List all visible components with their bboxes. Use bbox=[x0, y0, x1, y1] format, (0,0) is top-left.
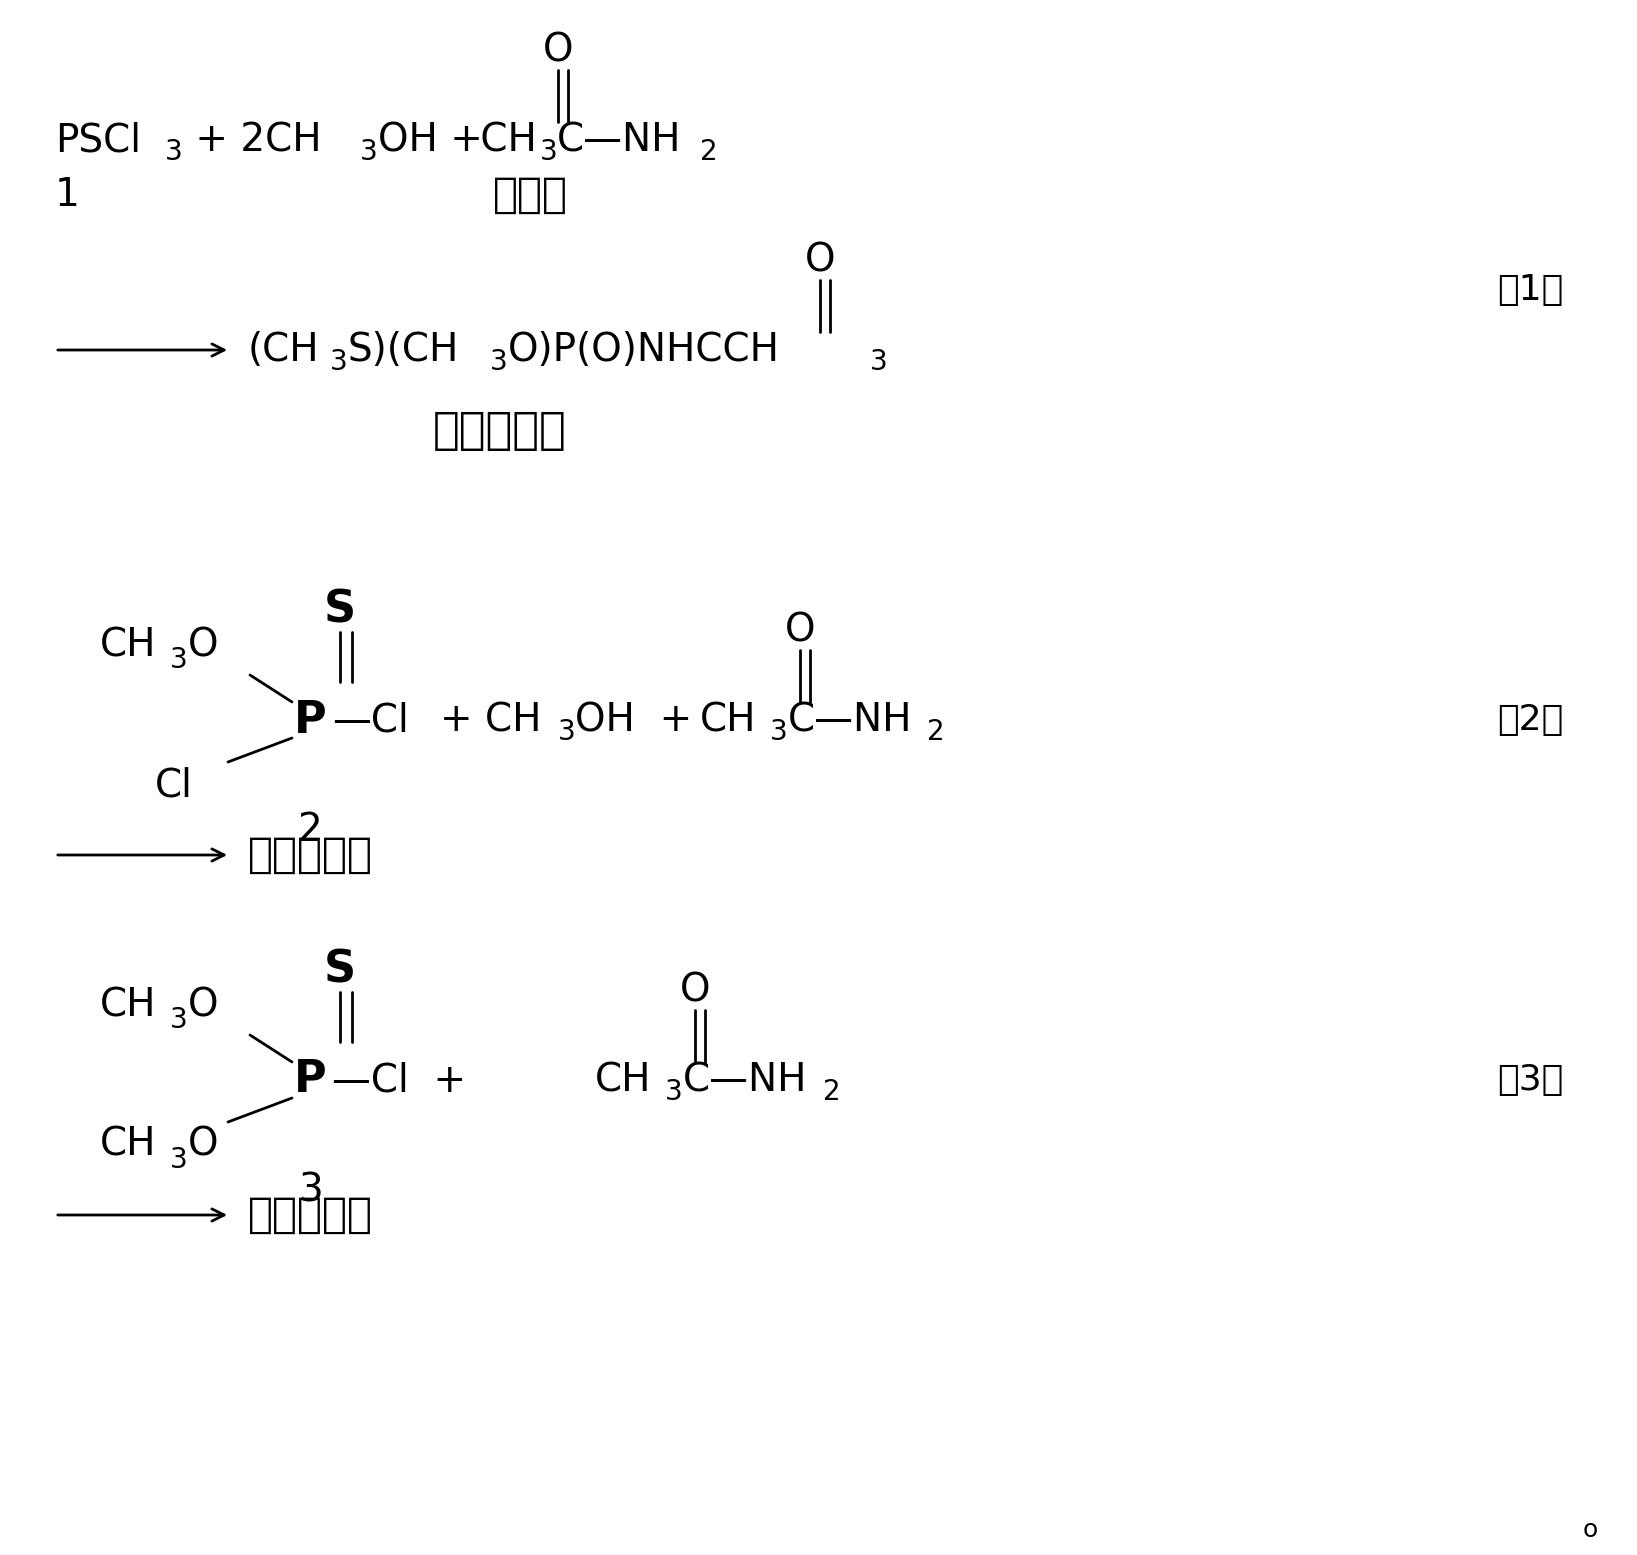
Text: 3: 3 bbox=[170, 1006, 188, 1034]
Text: 3: 3 bbox=[298, 1171, 322, 1208]
Text: O)P(O)NHCCH: O)P(O)NHCCH bbox=[507, 331, 779, 369]
Text: + 2CH: + 2CH bbox=[183, 121, 321, 159]
Text: P: P bbox=[293, 698, 326, 742]
Text: 3: 3 bbox=[165, 138, 183, 166]
Text: （3）: （3） bbox=[1496, 1064, 1563, 1096]
Text: 2: 2 bbox=[298, 812, 322, 849]
Text: O: O bbox=[784, 611, 815, 648]
Text: 3: 3 bbox=[869, 348, 887, 376]
Text: OH  +: OH + bbox=[575, 701, 692, 739]
Text: 乙酰甲胺磷: 乙酰甲胺磷 bbox=[247, 1194, 373, 1236]
Text: 3: 3 bbox=[170, 645, 188, 673]
Text: CH: CH bbox=[100, 627, 157, 664]
Text: 3: 3 bbox=[170, 1146, 188, 1174]
Text: 3: 3 bbox=[540, 138, 558, 166]
Text: —Cl: —Cl bbox=[332, 701, 409, 739]
Text: 乙酰胺: 乙酰胺 bbox=[493, 174, 568, 216]
Text: C—NH: C—NH bbox=[557, 121, 681, 159]
Text: CH: CH bbox=[468, 121, 537, 159]
Text: O: O bbox=[188, 986, 218, 1025]
Text: 2: 2 bbox=[927, 718, 945, 746]
Text: S: S bbox=[324, 588, 357, 631]
Text: CH: CH bbox=[701, 701, 756, 739]
Text: 3: 3 bbox=[331, 348, 347, 376]
Text: S)(CH: S)(CH bbox=[349, 331, 460, 369]
Text: P: P bbox=[293, 1059, 326, 1101]
Text: CH: CH bbox=[100, 1126, 157, 1165]
Text: (CH: (CH bbox=[247, 331, 319, 369]
Text: CH: CH bbox=[594, 1061, 652, 1099]
Text: CH: CH bbox=[100, 986, 157, 1025]
Text: O: O bbox=[805, 241, 835, 278]
Text: O: O bbox=[543, 31, 573, 68]
Text: 乙酰甲胺磷: 乙酰甲胺磷 bbox=[434, 409, 566, 451]
Text: O: O bbox=[679, 970, 710, 1009]
Text: 3: 3 bbox=[360, 138, 378, 166]
Text: 3: 3 bbox=[665, 1078, 683, 1106]
Text: S: S bbox=[324, 949, 357, 992]
Text: O: O bbox=[188, 1126, 218, 1165]
Text: 2: 2 bbox=[823, 1078, 841, 1106]
Text: + CH: + CH bbox=[440, 701, 542, 739]
Text: 乙酰甲胺磷: 乙酰甲胺磷 bbox=[247, 833, 373, 875]
Text: （1）: （1） bbox=[1496, 274, 1563, 306]
Text: o: o bbox=[1583, 1518, 1598, 1543]
Text: C—NH: C—NH bbox=[683, 1061, 807, 1099]
Text: 1: 1 bbox=[56, 176, 80, 215]
Text: OH +: OH + bbox=[378, 121, 483, 159]
Text: PSCl: PSCl bbox=[56, 121, 141, 159]
Text: 3: 3 bbox=[558, 718, 576, 746]
Text: O: O bbox=[188, 627, 218, 664]
Text: 3: 3 bbox=[489, 348, 507, 376]
Text: 2: 2 bbox=[701, 138, 717, 166]
Text: （2）: （2） bbox=[1496, 703, 1563, 737]
Text: Cl: Cl bbox=[156, 767, 193, 804]
Text: —Cl  +: —Cl + bbox=[332, 1061, 467, 1099]
Text: 3: 3 bbox=[769, 718, 787, 746]
Text: C—NH: C—NH bbox=[787, 701, 912, 739]
